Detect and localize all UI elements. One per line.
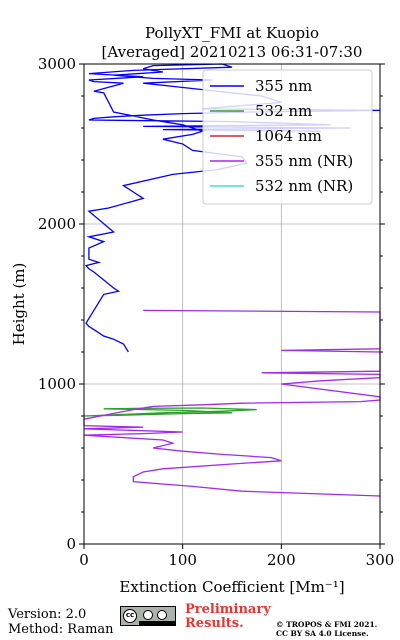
preliminary-line2: Results. <box>185 616 244 631</box>
legend-label-1: 532 nm <box>255 102 312 120</box>
preliminary-note: Preliminary Results. <box>185 603 285 631</box>
y-tick-label: 1000 <box>38 375 76 393</box>
series-line-3 <box>83 309 381 497</box>
cc-strip <box>139 621 175 625</box>
preliminary-line1: Preliminary <box>185 602 271 617</box>
copyright-line2: CC BY SA 4.0 License. <box>276 629 369 638</box>
chart-title-line1: PollyXT_FMI at Kuopio <box>145 24 319 42</box>
legend-box <box>202 69 373 205</box>
cc-license-badge: cc <box>120 606 176 626</box>
x-tick-label: 0 <box>79 551 89 569</box>
cc-icon: cc <box>123 609 137 623</box>
x-tick-label: 200 <box>267 551 296 569</box>
chart-title-line2: [Averaged] 20210213 06:31-07:30 <box>102 43 363 61</box>
legend-label-0: 355 nm <box>255 77 312 95</box>
y-tick-label: 2000 <box>38 215 76 233</box>
x-axis-label: Extinction Coefficient [Mm⁻¹] <box>119 578 344 596</box>
copyright-line1: © TROPOS & FMI 2021. <box>276 620 378 629</box>
x-tick-label: 100 <box>168 551 197 569</box>
by-icon <box>143 610 153 620</box>
series-line-1 <box>83 407 257 417</box>
chart: PollyXT_FMI at Kuopio [Averaged] 2021021… <box>10 24 395 596</box>
method-label: Method: Raman <box>8 622 114 637</box>
copyright-note: © TROPOS & FMI 2021. CC BY SA 4.0 Licens… <box>276 620 400 638</box>
legend-label-2: 1064 nm <box>255 127 322 145</box>
x-tick-label: 300 <box>366 551 395 569</box>
y-axis-label: Height (m) <box>10 263 28 346</box>
legend-label-4: 532 nm (NR) <box>255 177 353 195</box>
sa-icon <box>157 610 167 620</box>
legend: 355 nm 532 nm 1064 nm 355 nm (NR) 532 nm (NR… <box>202 69 373 205</box>
legend-label-3: 355 nm (NR) <box>255 152 353 170</box>
plot-frame <box>83 63 381 545</box>
y-tick-label: 0 <box>66 535 76 553</box>
version-label: Version: 2.0 <box>8 607 87 622</box>
y-tick-label: 3000 <box>38 55 76 73</box>
